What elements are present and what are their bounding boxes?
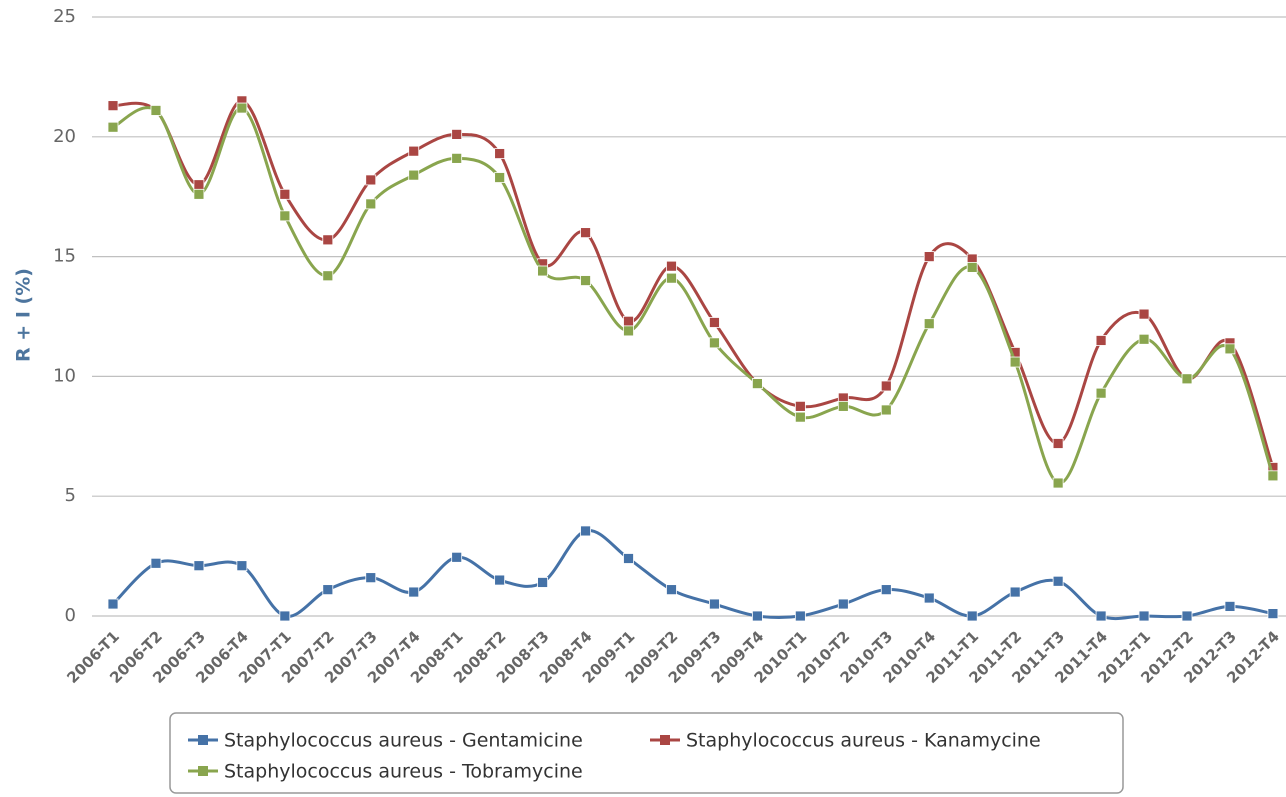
point-marker [666,260,677,272]
point-marker [623,553,634,564]
point-marker [1009,356,1021,368]
point-marker [193,179,205,191]
legend-label: Staphylococcus aureus - Kanamycine [686,730,1041,752]
point-marker [236,560,248,572]
point-marker [1267,608,1279,620]
point-marker [150,105,162,116]
point-marker [451,129,463,140]
legend-label: Staphylococcus aureus - Gentamicine [224,730,583,752]
point-marker [1224,601,1236,612]
point-marker [494,148,506,159]
point-marker [322,234,334,246]
legend-symbol [198,766,208,776]
y-tick-label: 20 [53,126,76,147]
point-marker [1138,333,1150,345]
point-marker [923,318,935,330]
point-marker [923,592,935,604]
point-marker [880,404,892,416]
y-tick-label: 0 [65,605,76,626]
y-tick-label: 5 [65,485,76,506]
y-axis-title: R + I (%) [13,268,35,362]
point-marker [365,198,377,210]
point-marker [794,400,806,412]
point-marker [623,325,634,337]
point-marker [1095,335,1107,346]
point-marker [1138,308,1150,320]
y-tick-label: 10 [53,365,76,386]
point-marker [923,251,935,263]
point-marker [107,598,119,610]
point-marker [107,121,119,133]
point-marker [966,261,978,273]
point-marker [408,169,420,181]
point-marker [709,598,720,610]
point-marker [1009,586,1021,598]
point-marker [408,145,420,157]
point-marker [494,574,506,586]
legend-box [169,712,1124,794]
legend-symbol [198,735,208,745]
point-marker [1181,610,1193,622]
point-marker [279,188,291,200]
point-marker [580,275,591,286]
point-marker [1267,470,1279,482]
point-marker [966,610,978,622]
point-marker [1095,610,1107,622]
point-marker [279,210,291,222]
point-marker [150,557,162,569]
point-marker [107,100,119,112]
point-marker [880,380,892,392]
series-line [112,106,1275,485]
point-marker [709,337,720,349]
point-marker [279,610,291,622]
legend-symbol [660,735,670,745]
point-marker [1052,477,1064,489]
point-marker [537,577,548,588]
point-marker [494,172,506,183]
point-marker [322,584,334,596]
point-marker [365,174,377,186]
point-marker [451,152,463,164]
point-marker [1052,438,1064,449]
point-marker [666,584,677,596]
point-marker [837,598,849,610]
point-marker [623,315,634,327]
point-marker [752,610,763,622]
point-marker [1095,387,1107,399]
point-marker [193,188,205,200]
point-marker [1052,575,1064,587]
point-marker [837,400,849,412]
point-marker [666,272,677,284]
y-tick-label: 15 [53,246,76,267]
point-marker [580,525,591,537]
point-marker [365,572,377,584]
series-line [111,529,1274,621]
point-marker [236,102,248,114]
point-marker [193,560,205,572]
point-marker [880,584,892,596]
point-marker [1224,343,1236,355]
point-marker [794,411,806,423]
point-marker [537,265,548,277]
point-marker [794,610,806,622]
y-tick-label: 25 [53,6,76,27]
point-marker [580,227,591,239]
legend-label: Staphylococcus aureus - Tobramycine [224,761,583,783]
point-marker [1181,373,1193,385]
point-marker [322,270,334,282]
point-marker [1138,610,1150,622]
point-marker [752,378,763,389]
point-marker [451,551,463,563]
point-marker [709,317,720,328]
point-marker [408,586,420,598]
series-line [112,99,1275,468]
